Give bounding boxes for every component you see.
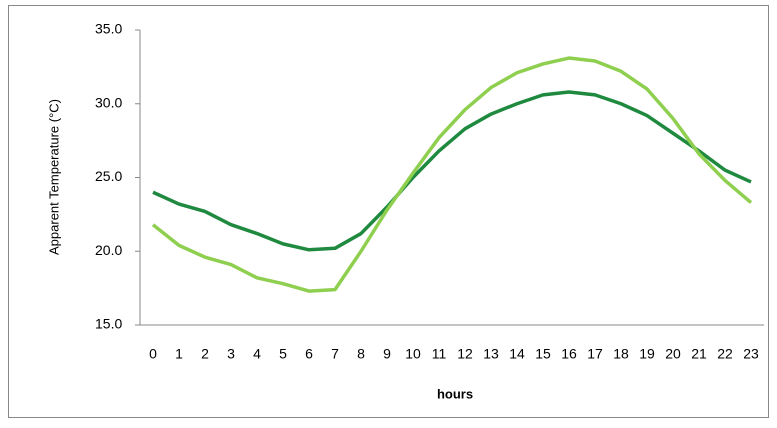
x-tick-label: 21 xyxy=(691,346,707,362)
x-tick-label: 11 xyxy=(432,346,447,362)
chart-frame xyxy=(8,5,769,418)
x-tick-label: 16 xyxy=(561,346,577,362)
y-tick-label: 30.0 xyxy=(95,94,122,110)
x-tick-label: 1 xyxy=(175,346,183,362)
x-tick-label: 9 xyxy=(383,346,391,362)
x-tick-label: 18 xyxy=(613,346,629,362)
y-tick-label: 15.0 xyxy=(95,316,122,332)
x-tick-label: 20 xyxy=(665,346,681,362)
x-tick-label: 17 xyxy=(587,346,603,362)
y-tick-label: 25.0 xyxy=(95,168,122,184)
x-tick-label: 15 xyxy=(535,346,551,362)
y-tick-label: 20.0 xyxy=(95,242,122,258)
x-tick-label: 8 xyxy=(357,346,365,362)
x-axis-label: hours xyxy=(437,386,473,401)
x-tick-label: 19 xyxy=(639,346,655,362)
x-tick-label: 5 xyxy=(279,346,287,362)
y-axis-label: Apparent Temperature (°C) xyxy=(46,99,61,255)
x-tick-label: 22 xyxy=(717,346,733,362)
x-tick-label: 3 xyxy=(227,346,235,362)
x-tick-label: 0 xyxy=(149,346,157,362)
x-tick-label: 13 xyxy=(483,346,499,362)
y-tick-label: 35.0 xyxy=(95,21,122,37)
x-tick-label: 14 xyxy=(509,346,525,362)
x-tick-label: 2 xyxy=(201,346,209,362)
x-tick-label: 10 xyxy=(405,346,421,362)
x-tick-label: 4 xyxy=(253,346,261,362)
x-tick-label: 23 xyxy=(743,346,759,362)
x-tick-label: 12 xyxy=(457,346,473,362)
x-tick-label: 6 xyxy=(305,346,313,362)
series-line xyxy=(151,56,753,293)
series-line xyxy=(152,90,752,252)
x-tick-label: 7 xyxy=(331,346,339,362)
